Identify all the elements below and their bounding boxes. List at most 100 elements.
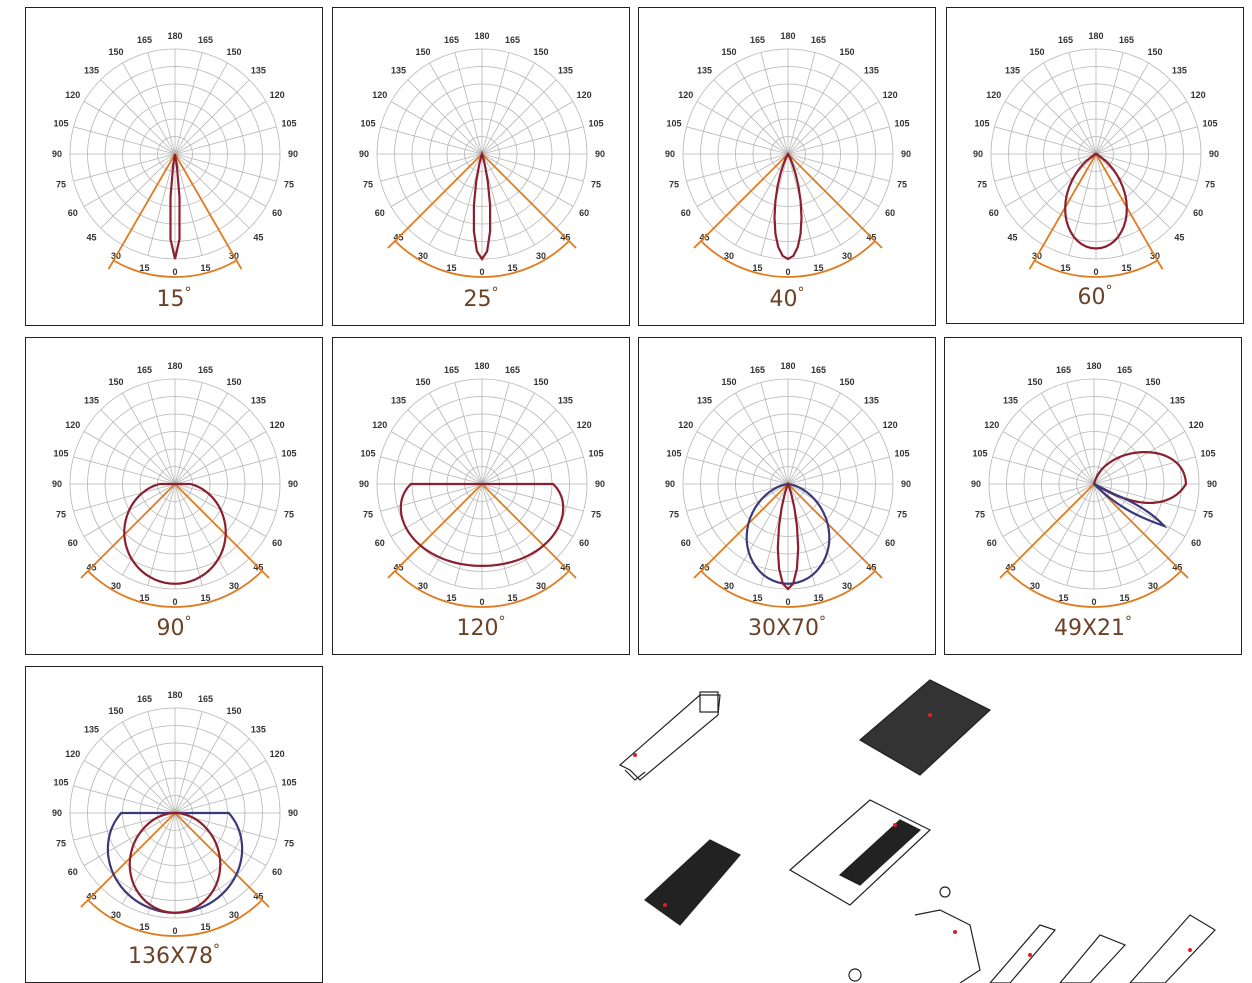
grid-spoke [380, 126, 466, 150]
grid-spoke [796, 392, 841, 470]
grid-spoke [454, 170, 478, 256]
angle-label: 75 [669, 510, 679, 520]
grid-spoke [486, 52, 510, 138]
grid-spoke [498, 126, 584, 150]
angle-label: 180 [780, 31, 795, 41]
grid-spoke [1100, 52, 1124, 138]
degree-symbol: ° [1105, 283, 1113, 299]
caption-text: 30X70 [747, 616, 820, 641]
grid-spoke [696, 101, 774, 146]
degree-symbol: ° [819, 614, 827, 630]
angle-label: 135 [251, 396, 266, 406]
angle-label: 120 [65, 749, 80, 759]
grid-spoke [183, 827, 228, 905]
angle-label: 15 [201, 922, 211, 932]
angle-label: 165 [750, 365, 765, 375]
angle-label: 90 [1207, 479, 1217, 489]
grid-spoke [429, 498, 474, 576]
grid-spoke [490, 392, 535, 470]
grid-spoke [147, 500, 171, 586]
angle-label: 30 [842, 251, 852, 261]
grid-spoke [1002, 492, 1080, 537]
degree-symbol: ° [1125, 614, 1133, 630]
angle-label: 180 [1088, 31, 1103, 41]
angle-label: 75 [977, 180, 987, 190]
angle-label: 120 [65, 420, 80, 430]
angle-label: 150 [1029, 47, 1044, 57]
grid-spoke [1004, 162, 1082, 207]
angle-label: 105 [281, 118, 296, 128]
grid-spoke [1068, 52, 1092, 138]
intensity-curve-red [169, 153, 181, 260]
grid-spoke [792, 52, 816, 138]
angle-label: 165 [198, 365, 213, 375]
angle-label: 150 [415, 47, 430, 57]
grid-spoke [183, 498, 228, 576]
beam-edge-right [787, 483, 883, 579]
angle-label: 165 [444, 35, 459, 45]
angle-label: 90 [288, 149, 298, 159]
polar-panel-136x78: 0 15 15 30 30 45 45 60 60 75 75 90 90 105 105 120 120 135… [25, 666, 323, 983]
intensity-curve-red [776, 481, 800, 591]
grid-spoke [486, 170, 510, 256]
grid-spoke [792, 382, 816, 468]
grid-spoke [380, 158, 466, 182]
angle-label: 165 [1058, 35, 1073, 45]
angle-label: 135 [84, 725, 99, 735]
grid-spoke [191, 456, 277, 480]
grid-spoke [992, 456, 1078, 480]
beam-angle-caption: 15° [26, 285, 322, 312]
beam-edge-right [174, 153, 243, 270]
grid-spoke [760, 170, 784, 256]
beam-edge-right [481, 153, 577, 249]
grid-spoke [496, 492, 574, 537]
angle-label: 75 [56, 839, 66, 849]
angle-label: 15 [1122, 263, 1132, 273]
angle-label: 0 [172, 267, 177, 277]
angle-label: 15 [139, 922, 149, 932]
beam-edge-left [693, 153, 789, 249]
angle-label: 180 [167, 361, 182, 371]
angle-label: 150 [415, 377, 430, 387]
angle-label: 150 [108, 706, 123, 716]
beam-angle-caption: 90° [26, 614, 322, 641]
grid-spoke [796, 62, 841, 140]
angle-label: 135 [697, 396, 712, 406]
grid-spoke [179, 500, 203, 586]
angle-label: 75 [56, 510, 66, 520]
angle-label: 30 [536, 581, 546, 591]
angle-label: 15 [814, 593, 824, 603]
angle-label: 120 [984, 420, 999, 430]
angle-label: 120 [678, 90, 693, 100]
grid-spoke [191, 785, 277, 809]
angle-label: 105 [588, 118, 603, 128]
angle-label: 135 [864, 66, 879, 76]
beam-arc [87, 899, 263, 937]
angle-label: 165 [811, 365, 826, 375]
angle-label: 30 [418, 581, 428, 591]
angle-label: 30 [842, 581, 852, 591]
polar-panel-120: 0 15 15 30 30 45 45 60 60 75 75 90 90 105 105 120 120 135… [332, 337, 630, 655]
angle-label: 150 [226, 706, 241, 716]
angle-label: 45 [253, 232, 263, 242]
grid-spoke [179, 829, 203, 915]
angle-label: 60 [579, 538, 589, 548]
grid-spoke [390, 101, 468, 146]
angle-label: 120 [372, 90, 387, 100]
angle-label: 15 [752, 263, 762, 273]
angle-label: 60 [68, 867, 78, 877]
polar-panel-25: 0 15 15 30 30 45 45 60 60 75 75 90 90 105 105 120 120 135… [332, 7, 630, 326]
angle-label: 15 [446, 263, 456, 273]
grid-spoke [187, 79, 250, 142]
angle-label: 45 [1174, 232, 1184, 242]
grid-spoke [1108, 79, 1171, 142]
angle-label: 0 [785, 267, 790, 277]
angle-label: 30 [724, 581, 734, 591]
grid-spoke [1098, 500, 1122, 586]
grid-spoke [490, 168, 535, 246]
grid-spoke [1068, 170, 1092, 256]
grid-spoke [994, 126, 1080, 150]
angle-label: 120 [372, 420, 387, 430]
